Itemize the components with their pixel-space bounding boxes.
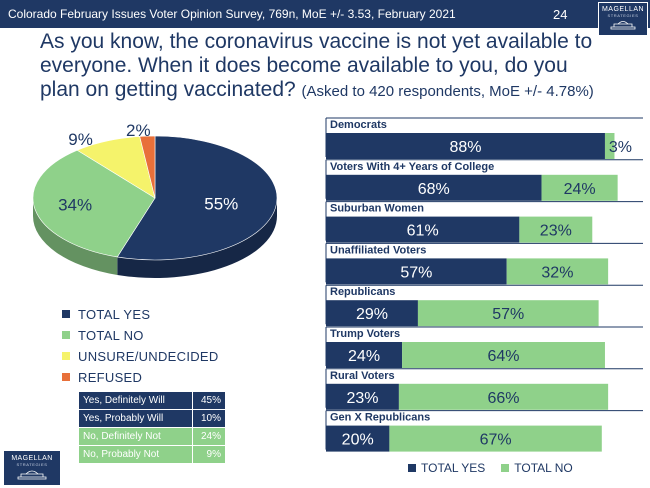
pie-legend-swatch <box>62 352 70 360</box>
bar-category-label: Suburban Women <box>330 203 424 215</box>
bar-yes <box>326 425 390 452</box>
legend-label-yes: TOTAL YES <box>421 461 486 475</box>
bar-yes-label: 23% <box>346 390 378 407</box>
bar-category-label: Democrats <box>330 119 387 131</box>
question-main: As you know, the coronavirus vaccine is … <box>40 30 593 101</box>
bar-yes <box>326 258 507 285</box>
bar-yes <box>326 342 403 368</box>
survey-title: Colorado February Issues Voter Opinion S… <box>8 7 456 21</box>
bar-yes-label: 57% <box>400 264 432 281</box>
bar-no <box>417 300 599 327</box>
bar-no-label: 64% <box>488 348 520 365</box>
pie-legend-item: REFUSED <box>62 369 142 385</box>
bar-no-label: 3% <box>609 139 632 156</box>
header-bar: Colorado February Issues Voter Opinion S… <box>0 0 650 28</box>
logo-subword: STRATEGIES <box>607 13 639 18</box>
pie-legend-label: REFUSED <box>78 369 143 385</box>
bar-no <box>506 258 609 285</box>
detail-table-row: Yes, Probably Will 10% <box>78 409 226 428</box>
magellan-logo-bottom: MAGELLAN STRATEGIES <box>4 451 60 485</box>
detail-value: 10% <box>192 409 226 428</box>
logo-word-bottom: MAGELLAN <box>11 455 53 462</box>
capitol-icon <box>610 21 636 30</box>
capitol-icon <box>17 470 47 480</box>
bar-category-label: Voters With 4+ Years of College <box>330 161 494 173</box>
bar-yes <box>326 383 399 410</box>
bar-no <box>398 383 609 410</box>
bar-chart: Democrats 88% 3% Voters With 4+ Years of Co… <box>325 117 643 452</box>
question-text: As you know, the coronavirus vaccine is … <box>40 30 600 104</box>
bar-no <box>604 133 615 159</box>
bar-legend: TOTAL YES TOTAL NO <box>408 461 573 475</box>
detail-label: Yes, Probably Will <box>78 409 193 428</box>
bar-yes-label: 68% <box>418 181 450 198</box>
bar-category-label: Trump Voters <box>330 328 400 340</box>
detail-table-row: Yes, Definitely Will 45% <box>78 391 226 410</box>
pie-slice-3 <box>139 135 156 199</box>
detail-value: 9% <box>192 445 226 464</box>
bar-yes-label: 29% <box>356 306 388 323</box>
bar-yes-label: 24% <box>348 348 380 365</box>
detail-table-row: No, Probably Not 9% <box>78 445 226 464</box>
pie-legend-swatch <box>62 310 70 318</box>
bar-yes <box>326 216 520 243</box>
detail-table: Yes, Definitely Will 45% Yes, Probably Wil… <box>78 391 226 464</box>
detail-table-row: No, Definitely Not 24% <box>78 427 226 446</box>
bar-no-label: 57% <box>492 306 524 323</box>
bar-yes <box>326 300 418 327</box>
logo-subword-bottom: STRATEGIES <box>16 462 48 467</box>
bar-category-label: Gen X Republicans <box>330 412 430 424</box>
bar-no-label: 23% <box>540 223 572 240</box>
legend-swatch-yes <box>408 464 416 472</box>
pie-slice-1 <box>32 149 156 258</box>
bar-yes <box>326 174 542 201</box>
legend-swatch-no <box>501 464 510 472</box>
bar-no-label: 32% <box>541 264 573 281</box>
bar-no <box>519 216 593 243</box>
pie-legend-label: TOTAL NO <box>78 327 144 343</box>
bar-yes <box>326 133 605 159</box>
pie-legend-swatch <box>62 373 70 381</box>
page-number: 24 <box>553 7 568 22</box>
logo-word: MAGELLAN <box>601 6 645 13</box>
question-note: (Asked to 420 respondents, MoE +/- 4.78%… <box>301 83 594 100</box>
detail-value: 45% <box>192 391 226 410</box>
bar-no-label: 67% <box>480 432 512 449</box>
bar-yes-label: 88% <box>449 139 481 156</box>
pie-slice-0 <box>116 135 278 261</box>
pie-label-0: 55% <box>204 194 238 213</box>
detail-label: No, Definitely Not <box>78 427 193 446</box>
pie-label-2: 9% <box>68 130 93 149</box>
bar-category-label: Republicans <box>330 286 395 298</box>
pie-legend-item: TOTAL NO <box>62 327 144 343</box>
pie-legend-item: UNSURE/UNDECIDED <box>62 348 219 364</box>
bar-no-label: 24% <box>564 181 596 198</box>
bar-no <box>402 342 605 368</box>
bar-yes-label: 61% <box>407 223 439 240</box>
legend-label-no: TOTAL NO <box>514 461 573 475</box>
bar-no-label: 66% <box>488 390 520 407</box>
pie-label-1: 34% <box>58 195 92 214</box>
magellan-logo-top: MAGELLAN STRATEGIES <box>598 2 648 36</box>
detail-label: No, Probably Not <box>78 445 193 464</box>
detail-value: 24% <box>192 427 226 446</box>
detail-label: Yes, Definitely Will <box>78 391 193 410</box>
pie-legend-item: TOTAL YES <box>62 306 150 322</box>
bar-yes-label: 20% <box>342 432 374 449</box>
pie-label-3: 2% <box>126 121 151 140</box>
pie-side-0 <box>117 198 277 278</box>
bar-no <box>541 174 618 201</box>
pie-legend-label: UNSURE/UNDECIDED <box>78 348 219 364</box>
pie-legend-label: TOTAL YES <box>78 306 151 322</box>
bar-category-label: Rural Voters <box>330 370 395 382</box>
pie-side-1 <box>33 198 118 275</box>
bar-no <box>389 425 602 452</box>
pie-chart: 55% 34% 9% 2% <box>32 121 278 278</box>
pie-legend-swatch <box>62 331 70 339</box>
bar-category-label: Unaffiliated Voters <box>330 244 426 256</box>
